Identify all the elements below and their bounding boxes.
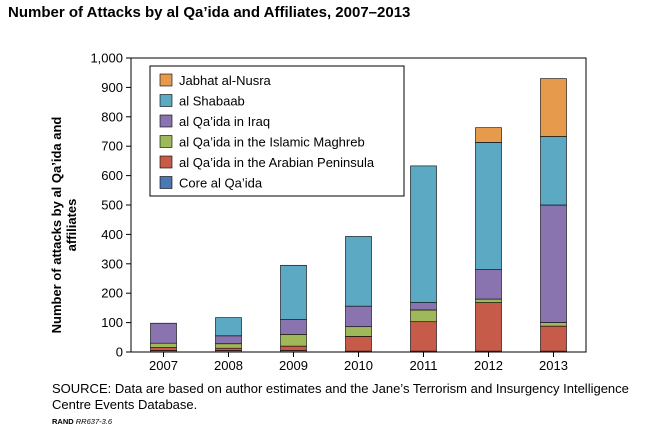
bar-segment	[150, 342, 177, 348]
stacked-bar-chart: 0 100 200 300 400 500 600 700 800 900 1,000 2007 200…	[90, 51, 587, 373]
bars	[150, 78, 567, 353]
x-tick-label: 2013	[539, 358, 568, 373]
bar-segment	[475, 127, 502, 143]
legend-label: al Qa’ida in the Islamic Maghreb	[179, 135, 365, 150]
bar-segment	[540, 325, 567, 352]
bar-segment	[540, 136, 567, 206]
y-tick-label: 300	[101, 256, 123, 271]
bar-segment	[345, 336, 372, 352]
bar-segment	[150, 347, 177, 351]
bar-segment	[345, 305, 372, 328]
x-tick-label: 2007	[149, 358, 178, 373]
bar-segment	[280, 334, 307, 347]
bar-segment	[475, 302, 502, 352]
bar-segment	[475, 142, 502, 270]
bar-segment	[475, 269, 502, 300]
bar-segment	[540, 204, 567, 323]
credit-brand: RAND	[52, 417, 74, 426]
x-tick-label: 2010	[344, 358, 373, 373]
legend-box	[149, 65, 405, 197]
bar-segment	[410, 302, 437, 311]
bar-segment	[540, 78, 567, 137]
y-tick-label: 1,000	[90, 51, 123, 66]
legend-label: al Qa’ida in the Arabian Peninsula	[179, 155, 375, 170]
axes: 0 100 200 300 400 500 600 700 800 900 1,000 2007 200…	[90, 51, 587, 373]
x-tick-label: 2008	[214, 358, 243, 373]
legend-label: al Qa’ida in Iraq	[179, 114, 270, 129]
legend-swatch	[159, 176, 173, 189]
bar-segment	[215, 343, 242, 349]
credit-code: RR637-3.6	[75, 417, 113, 426]
y-tick-label: 800	[101, 109, 123, 124]
chart-title: Number of Attacks by al Qa’ida and Affil…	[8, 4, 411, 21]
bar-segment	[345, 326, 372, 337]
y-tick-label: 600	[101, 168, 123, 183]
y-tick-label: 0	[116, 345, 123, 360]
bar-segment	[150, 322, 177, 344]
y-tick-label: 500	[101, 198, 123, 213]
bar-segment	[410, 321, 437, 352]
bar-segment	[540, 322, 567, 327]
bar-segment	[215, 317, 242, 337]
bar-segment	[410, 165, 437, 303]
x-tick-label: 2012	[474, 358, 503, 373]
y-tick-label: 100	[101, 315, 123, 330]
bar-segment	[215, 335, 242, 345]
legend-swatch	[159, 114, 173, 128]
legend-label: Jabhat al-Nusra	[179, 73, 272, 88]
credit-line: RAND RR637-3.6	[52, 417, 112, 426]
bar-segment	[280, 319, 307, 335]
y-tick-label: 700	[101, 139, 123, 154]
bar-segment	[280, 264, 307, 320]
legend-swatch	[159, 73, 173, 87]
legend: Jabhat al-Nusra al Shabaab al Qa’ida in Ir…	[149, 65, 405, 197]
bar-segment	[215, 347, 242, 351]
x-tick-label: 2009	[279, 358, 308, 373]
source-note: SOURCE: Data are based on author estimat…	[52, 381, 629, 412]
legend-label: al Shabaab	[179, 94, 245, 109]
bar-segment	[410, 309, 437, 323]
bar-segment	[345, 236, 372, 307]
y-tick-label: 400	[101, 227, 123, 242]
legend-swatch	[159, 94, 173, 107]
y-tick-label: 900	[101, 80, 123, 95]
x-tick-label: 2011	[410, 358, 438, 373]
legend-swatch	[159, 155, 173, 169]
y-tick-label: 200	[101, 286, 123, 301]
legend-swatch	[159, 135, 173, 148]
legend-label: Core al Qa’ida	[179, 176, 263, 191]
bar-segment	[280, 345, 307, 351]
bar-segment	[475, 298, 502, 303]
